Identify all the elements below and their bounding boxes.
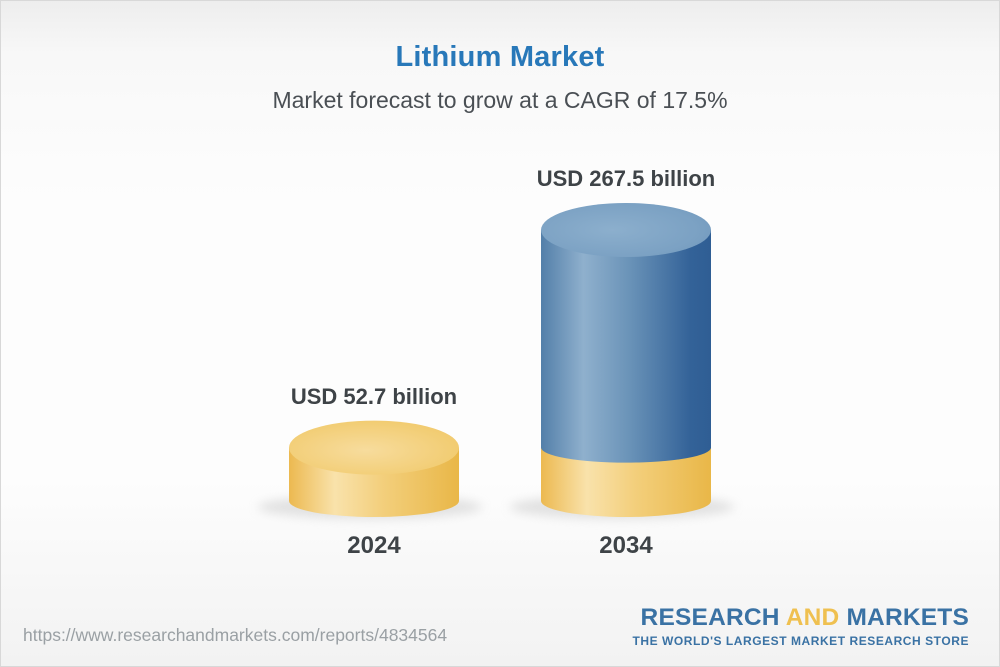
axis-label-2024: 2024 <box>347 532 401 559</box>
logo-wordmark: RESEARCH AND MARKETS <box>632 604 969 632</box>
bar-2034-base-segment <box>541 447 711 517</box>
logo-word-research: RESEARCH <box>640 604 780 631</box>
bar-2034-top-face <box>541 203 711 257</box>
logo-word-and: AND <box>785 604 840 631</box>
report-url-link[interactable]: https://www.researchandmarkets.com/repor… <box>23 625 448 645</box>
page-subtitle: Market forecast to grow at a CAGR of 17.… <box>272 87 728 113</box>
bar-2024-top-face <box>289 420 459 475</box>
logo-word-markets: MARKETS <box>846 604 969 631</box>
value-label-2034: USD 267.5 billion <box>536 166 716 191</box>
page-title: Lithium Market <box>395 41 605 73</box>
bar-2034-body <box>541 230 711 463</box>
research-and-markets-logo: RESEARCH AND MARKETS THE WORLD'S LARGEST… <box>632 604 969 648</box>
logo-tagline: THE WORLD'S LARGEST MARKET RESEARCH STOR… <box>632 634 969 648</box>
value-label-2024: USD 52.7 billion <box>290 383 458 409</box>
axis-label-2034: 2034 <box>599 532 653 559</box>
